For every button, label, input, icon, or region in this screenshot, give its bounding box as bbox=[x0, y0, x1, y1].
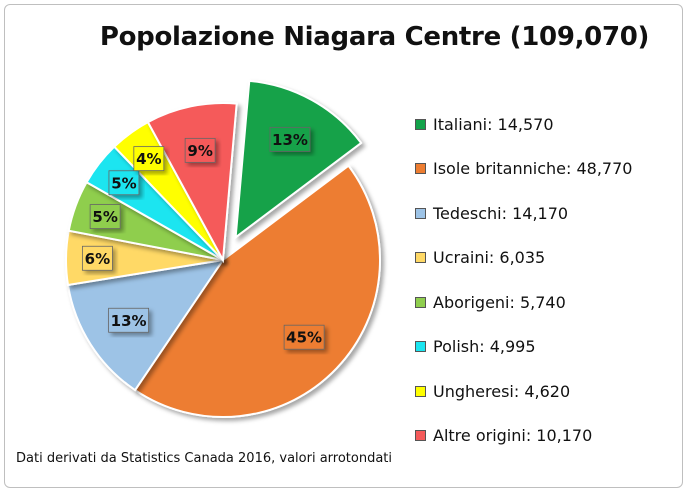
pie-slice-italiani bbox=[234, 79, 363, 240]
legend-swatch bbox=[415, 296, 426, 308]
legend-item-ungheresi: Ungheresi: 4,620 bbox=[415, 369, 632, 414]
svg-text:13%: 13% bbox=[272, 131, 308, 149]
legend-swatch bbox=[415, 341, 426, 353]
legend-label: Altre origini: 10,170 bbox=[433, 426, 593, 446]
slice-label-aborigeni: 5% bbox=[89, 204, 121, 229]
legend-swatch bbox=[415, 207, 426, 219]
legend-item-ucraini: Ucraini: 6,035 bbox=[415, 236, 632, 281]
svg-text:9%: 9% bbox=[187, 142, 212, 160]
svg-text:5%: 5% bbox=[111, 174, 136, 192]
legend-label: Italiani: 14,570 bbox=[433, 114, 554, 134]
legend: Italiani: 14,570 Isole britanniche: 48,77… bbox=[415, 102, 632, 458]
chart-title: Popolazione Niagara Centre (109,070) bbox=[99, 22, 650, 52]
slice-label-altre-origini: 9% bbox=[184, 137, 216, 163]
legend-swatch bbox=[415, 252, 426, 264]
slice-label-tedeschi: 13% bbox=[108, 307, 149, 333]
legend-item-italiani: Italiani: 14,570 bbox=[415, 102, 632, 147]
slice-label-isole-britanniche: 45% bbox=[283, 324, 325, 350]
slice-label-ucraini: 6% bbox=[82, 245, 113, 271]
legend-item-aborigeni: Aborigeni: 5,740 bbox=[415, 280, 632, 325]
legend-swatch bbox=[415, 430, 426, 442]
slice-label-ungheresi: 4% bbox=[133, 146, 165, 172]
svg-text:4%: 4% bbox=[136, 150, 161, 168]
legend-label: Ucraini: 6,035 bbox=[433, 248, 546, 268]
legend-item-tedeschi: Tedeschi: 14,170 bbox=[415, 191, 632, 236]
svg-text:13%: 13% bbox=[111, 312, 147, 330]
legend-label: Aborigeni: 5,740 bbox=[433, 292, 566, 312]
slice-label-italiani: 13% bbox=[269, 126, 311, 152]
legend-label: Ungheresi: 4,620 bbox=[433, 381, 571, 401]
svg-text:45%: 45% bbox=[286, 329, 322, 347]
legend-swatch bbox=[415, 385, 426, 397]
legend-item-isole-britanniche: Isole britanniche: 48,770 bbox=[415, 147, 632, 192]
source-note: Dati derivati da Statistics Canada 2016,… bbox=[16, 451, 393, 466]
svg-text:6%: 6% bbox=[85, 250, 110, 268]
legend-swatch bbox=[415, 163, 426, 175]
legend-label: Isole britanniche: 48,770 bbox=[433, 159, 633, 179]
legend-label: Tedeschi: 14,170 bbox=[433, 203, 569, 223]
legend-item-altre-origini: Altre origini: 10,170 bbox=[415, 414, 632, 459]
legend-label: Polish: 4,995 bbox=[433, 337, 536, 357]
slice-label-polish: 5% bbox=[108, 170, 140, 196]
legend-item-polish: Polish: 4,995 bbox=[415, 325, 632, 370]
legend-swatch bbox=[415, 118, 426, 130]
pie-slice-isole-britanniche bbox=[133, 164, 381, 418]
svg-text:5%: 5% bbox=[92, 208, 117, 226]
